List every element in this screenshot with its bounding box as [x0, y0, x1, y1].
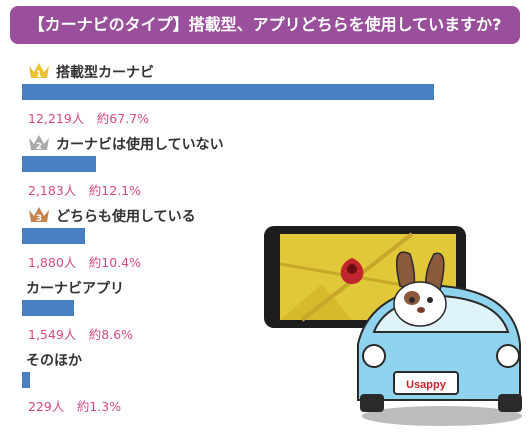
crown-icon: 3: [29, 207, 49, 224]
rank-number: 3: [36, 214, 42, 224]
category-label: カーナビは使用していない: [56, 137, 224, 153]
crown-icon: 1: [29, 63, 49, 80]
bar: [22, 84, 434, 100]
category-label: 搭載型カーナビ: [56, 65, 154, 81]
bar: [22, 156, 96, 172]
value-label: 2,183人 約12.1%: [28, 183, 141, 198]
category-label: カーナビアプリ: [26, 281, 124, 297]
value-label: 229人 約1.3%: [28, 399, 122, 414]
rank-number: 2: [36, 142, 42, 152]
bar: [22, 228, 86, 244]
bar: [22, 372, 30, 388]
category-label: そのほか: [26, 353, 82, 369]
rabbit-icon: [393, 251, 447, 327]
chart-title: 【カーナビのタイプ】搭載型、アプリどちらを使用していますか?: [28, 15, 502, 34]
crown-icon: 2: [29, 135, 49, 152]
value-label: 1,880人 約10.4%: [28, 255, 141, 270]
license-plate-text: Usappy: [406, 379, 447, 391]
category-label: どちらも使用している: [56, 209, 196, 225]
bar: [22, 300, 75, 316]
title-bar: 【カーナビのタイプ】搭載型、アプリどちらを使用していますか?: [10, 6, 520, 44]
value-label: 1,549人 約8.6%: [28, 327, 134, 342]
value-label: 12,219人 約67.7%: [28, 111, 149, 126]
car-navigation-illustration: Usappy: [264, 226, 522, 426]
rank-number: 1: [36, 70, 42, 80]
map-pin-icon: [340, 258, 364, 284]
